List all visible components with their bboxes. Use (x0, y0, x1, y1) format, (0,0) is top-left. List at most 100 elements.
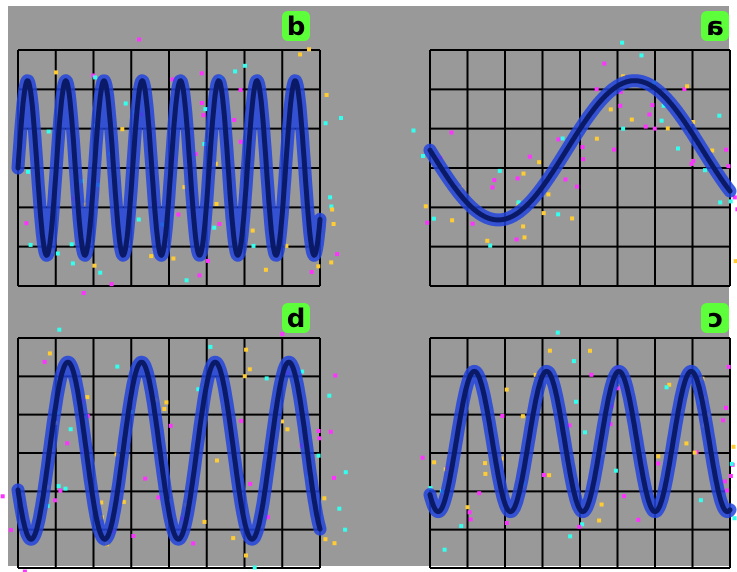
noise-dot (164, 400, 169, 405)
noise-dot (431, 216, 436, 221)
noise-dot (449, 130, 454, 135)
noise-dot (244, 553, 248, 558)
noise-dot (643, 124, 648, 129)
noise-dot (428, 486, 433, 491)
noise-dot (691, 120, 696, 124)
noise-dot (251, 243, 256, 248)
noise-dot (723, 479, 727, 484)
noise-dot (208, 344, 213, 349)
noise-dot (728, 199, 733, 204)
noise-dot (331, 222, 336, 226)
noise-dot (703, 168, 707, 173)
noise-dot (242, 374, 247, 379)
noise-dot (250, 228, 255, 233)
noise-dot (329, 260, 334, 265)
panel-a: a (411, 11, 737, 287)
noise-dot (556, 212, 561, 217)
noise-dot (322, 496, 327, 501)
noise-dot (533, 372, 538, 377)
noise-dot (664, 385, 669, 390)
noise-dot (184, 278, 189, 283)
panel-c: c (420, 303, 737, 569)
noise-dot (661, 103, 666, 108)
noise-dot (70, 261, 75, 266)
panel-label-text: c (707, 304, 722, 334)
noise-dot (710, 148, 715, 153)
noise-dot (121, 499, 126, 504)
noise-dot (527, 154, 532, 159)
noise-dot (650, 103, 655, 108)
noise-dot (171, 256, 176, 261)
noise-dot (120, 127, 125, 132)
noise-dot (504, 521, 509, 525)
panel-label-badge (701, 11, 729, 41)
noise-dot (307, 47, 311, 52)
panel-label-text: b (287, 304, 306, 334)
noise-dot (577, 524, 582, 529)
noise-dot (238, 87, 243, 92)
panel-label-badge (282, 303, 310, 333)
noise-dot (42, 359, 47, 364)
noise-dot (555, 330, 560, 335)
noise-dot (137, 37, 142, 42)
noise-dot (309, 270, 314, 274)
noise-dot (337, 506, 342, 511)
noise-dot (238, 139, 243, 144)
noise-dot (244, 347, 249, 352)
noise-dot (239, 418, 244, 423)
noise-dot (123, 101, 128, 106)
noise-dot (323, 121, 328, 126)
noise-dot (197, 273, 202, 278)
noise-dot (620, 40, 625, 45)
noise-dot (629, 117, 634, 122)
noise-dot (193, 152, 198, 157)
noise-dot (733, 259, 737, 264)
noise-dot (729, 461, 734, 466)
noise-dot (57, 327, 62, 332)
noise-dot (263, 267, 268, 272)
noise-dot (328, 429, 333, 434)
noise-dot (468, 517, 473, 522)
noise-dot (575, 184, 579, 189)
noise-dot (599, 502, 604, 507)
noise-dot (485, 238, 490, 243)
noise-dot (28, 242, 33, 247)
noise-dot (252, 565, 257, 570)
noise-dot (636, 517, 641, 522)
noise-dot (231, 536, 236, 541)
noise-dot (68, 427, 73, 432)
noise-dot (537, 160, 542, 165)
noise-dot (547, 473, 552, 478)
noise-dot (483, 471, 488, 476)
noise-dot (725, 488, 729, 493)
noise-dot (602, 61, 607, 66)
noise-dot (684, 441, 689, 446)
panel-label-badge (282, 11, 310, 41)
panel-b: b (0, 303, 348, 572)
noise-dot (470, 221, 475, 226)
noise-dot (131, 534, 136, 538)
panel-c-trace (427, 368, 733, 515)
noise-dot (196, 387, 201, 392)
noise-dot (162, 407, 167, 411)
noise-dot (280, 419, 284, 424)
noise-dot (156, 495, 161, 500)
noise-dot (522, 235, 527, 240)
noise-dot (176, 212, 181, 217)
noise-dot (214, 202, 219, 206)
noise-dot (425, 220, 430, 225)
noise-dot (280, 332, 285, 337)
noise-dot (618, 89, 623, 94)
noise-dot (247, 367, 252, 372)
noise-dot (689, 161, 694, 166)
noise-dot (93, 75, 98, 80)
noise-dot (556, 137, 561, 142)
noise-dot (492, 178, 497, 183)
noise-dot (85, 395, 90, 400)
noise-dot (203, 107, 208, 112)
noise-dot (212, 225, 217, 230)
noise-dot (656, 454, 661, 459)
noise-dot (594, 87, 599, 92)
noise-dot (659, 118, 664, 123)
